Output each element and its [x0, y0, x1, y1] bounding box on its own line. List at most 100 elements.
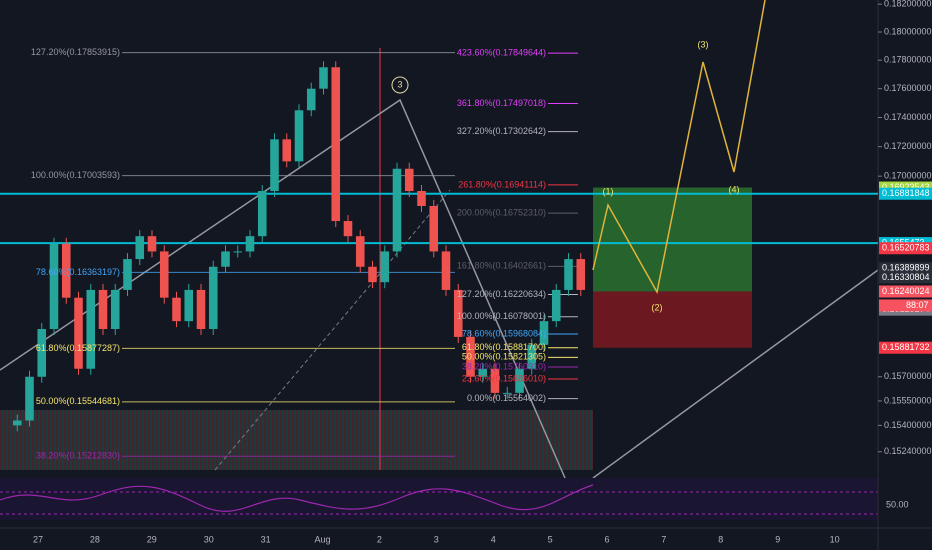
candle-body — [331, 67, 341, 222]
x-tick-label: 2 — [377, 534, 382, 544]
x-tick-label: 6 — [604, 534, 609, 544]
fib-label: 61.80%(0.15877287) — [36, 343, 120, 353]
candle-body — [392, 168, 402, 252]
fib-label: 327.20%(0.17302642) — [457, 126, 546, 136]
candle-body — [184, 289, 194, 322]
x-tick-label: 10 — [830, 534, 840, 544]
candle-body — [343, 221, 353, 237]
price-tag — [879, 271, 932, 284]
x-tick-label: 8 — [718, 534, 723, 544]
fib-label: 78.60%(0.16363197) — [36, 267, 120, 277]
candle-body — [478, 368, 488, 377]
price-tag — [879, 341, 932, 354]
candle-body — [515, 368, 524, 393]
price-tag-label: 0.16389899 — [882, 263, 930, 273]
price-tag — [879, 187, 932, 200]
candle-body — [135, 236, 145, 260]
price-tag-label: 0.15881732 — [882, 342, 930, 352]
candle-body — [257, 191, 267, 237]
fib-label: 50.00%(0.15544681) — [36, 396, 120, 406]
y-tick-label: 0.15700000 — [884, 371, 932, 381]
x-tick-label: 28 — [90, 534, 100, 544]
candle-body — [368, 266, 377, 283]
candle-body — [527, 344, 537, 369]
price-tag-label: 0.16330804 — [882, 272, 930, 282]
fib-label: 23.60%(0.15686010) — [462, 373, 546, 383]
fib-label: 261.80%(0.16941114) — [458, 179, 546, 189]
candle-body — [98, 289, 108, 330]
wave-path — [592, 0, 766, 295]
x-tick-label: 7 — [661, 534, 666, 544]
x-tick-label: 31 — [261, 534, 271, 544]
candle-body — [49, 243, 59, 330]
price-tag-label: 0.16923543 — [882, 182, 930, 192]
price-tag-label: 0.16240024 — [882, 286, 930, 296]
rsi-line — [0, 484, 594, 512]
candle-body — [270, 139, 279, 192]
candle-body — [404, 168, 414, 192]
x-tick-label: 29 — [147, 534, 157, 544]
volume-area — [0, 410, 593, 470]
candle-body — [380, 251, 390, 283]
candle-body — [306, 88, 316, 111]
x-tick-label: 3 — [434, 534, 439, 544]
candle-body — [441, 251, 451, 290]
candle-body — [576, 259, 586, 290]
candle-body — [110, 289, 120, 330]
y-tick-label: 0.17200000 — [884, 141, 932, 151]
fib-label: 361.80%(0.17497018) — [457, 98, 546, 108]
trendline — [0, 98, 566, 479]
wave-label: (2) — [652, 302, 663, 312]
x-tick-label: Aug — [314, 534, 330, 544]
y-tick-label: 0.15400000 — [884, 420, 932, 430]
price-tag — [879, 285, 932, 298]
candle-body — [294, 110, 304, 162]
candle-body — [196, 289, 206, 330]
y-tick-label: 0.17600000 — [884, 83, 932, 93]
wave-label: (4) — [729, 184, 740, 194]
fib-label: 200.00%(0.16752310) — [457, 208, 546, 218]
y-tick-label: 0.17400000 — [884, 112, 932, 122]
y-tick-label: 0.15550000 — [884, 395, 932, 405]
dashed-line — [214, 189, 451, 471]
candle-body — [233, 251, 243, 253]
wave-label: (1) — [603, 186, 614, 196]
candle-body — [466, 336, 475, 377]
candle-body — [539, 321, 549, 345]
profit-zone — [593, 187, 752, 292]
countdown: 88:07 — [906, 300, 929, 310]
trendline — [592, 269, 879, 479]
fib-label: 423.60%(0.17849644) — [457, 48, 546, 58]
fib-label: 0.00%(0.15564002) — [467, 393, 546, 403]
price-tag-label: 0.16881848 — [882, 188, 930, 198]
wave-label: 3 — [397, 79, 402, 89]
y-tick-label: 0.18200000 — [884, 0, 932, 9]
candle-body — [86, 289, 96, 369]
x-tick-label: 27 — [33, 534, 43, 544]
fib-label: 78.60%(0.15968084) — [462, 328, 546, 338]
candle-body — [564, 259, 573, 290]
candle-body — [502, 392, 512, 394]
fib-label: 38.20%(0.15212830) — [36, 451, 120, 461]
candle-body — [37, 329, 47, 377]
candle-body — [61, 243, 71, 298]
fib-label: 50.00%(0.15821305) — [462, 352, 546, 362]
candle-body — [208, 266, 218, 330]
countdown-bg — [879, 299, 932, 312]
fib-label: 38.20%(0.15760910) — [462, 361, 546, 371]
wave-label: (3) — [698, 39, 709, 49]
candle-body — [159, 251, 169, 298]
rsi-pane — [0, 478, 878, 520]
y-tick-label: 0.15240000 — [884, 446, 932, 456]
price-tag — [879, 242, 932, 255]
candle-body — [147, 236, 157, 252]
candle-body — [319, 67, 328, 89]
candle-body — [74, 297, 83, 369]
candle-body — [25, 376, 34, 421]
fib-label: 127.20%(0.17853915) — [31, 47, 120, 57]
fib-label: 100.00%(0.17003593) — [31, 170, 120, 180]
price-tag-label: 0.16520783 — [882, 243, 930, 253]
candle-body — [172, 297, 181, 322]
x-tick-label: 9 — [775, 534, 780, 544]
